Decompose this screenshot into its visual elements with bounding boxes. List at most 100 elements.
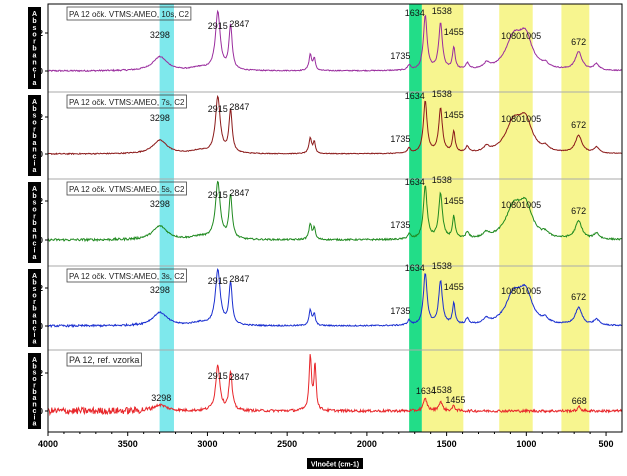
y-axis-label-letter: n: [32, 402, 36, 409]
series-name-box: PA 12 očk. VTMS:AMEO, 7s, C2: [66, 94, 187, 109]
peak-label: 1634: [416, 386, 436, 396]
peak-label: 1455: [444, 27, 464, 37]
peak-label: 3298: [151, 393, 171, 403]
y-axis-label-letter: i: [34, 160, 36, 167]
peak-label: 2847: [229, 19, 249, 29]
highlight-band-3: [499, 4, 533, 432]
peak-label: 3298: [150, 199, 170, 209]
peak-label: 1634: [405, 263, 425, 273]
x-axis-label-bar: [307, 458, 363, 469]
y-axis-label-letter: n: [32, 319, 36, 326]
peak-label: 1455: [444, 196, 464, 206]
y-axis-label-letter: c: [33, 408, 37, 415]
peak-label: 1735: [390, 306, 410, 316]
y-axis-label-letter: a: [33, 227, 37, 234]
y-axis-label-letter: s: [33, 200, 37, 207]
y-axis-label-bar: [28, 95, 41, 176]
series-name: PA 12 očk. VTMS:AMEO, 7s, C2: [69, 98, 185, 107]
series-name-frame: [66, 6, 192, 21]
y-axis-label-bar: [28, 182, 41, 263]
y-axis-label-letter: b: [32, 280, 36, 287]
peak-label: 1005: [521, 31, 541, 41]
y-axis-label-letter: r: [33, 39, 36, 46]
series-line-3: [47, 268, 623, 329]
y-axis-label-letter: b: [32, 220, 36, 227]
highlight-band-1: [409, 4, 422, 432]
peak-label: 2915: [208, 276, 228, 286]
y-axis-label-letter: b: [32, 18, 36, 25]
peak-label: 1080: [501, 286, 521, 296]
axes: 4000 3500 3000 2500 2000 1500 1000 500 Vlnočet (…: [38, 3, 623, 469]
peak-label: 2847: [229, 372, 249, 382]
series-name: PA 12 očk. VTMS:AMEO, 5s, C2: [69, 185, 185, 194]
peak-label: 2847: [229, 102, 249, 112]
peak-label: 1538: [432, 385, 452, 395]
y-axis-label-letter: s: [33, 25, 37, 32]
y-axis-label-letter: s: [33, 286, 37, 293]
x-tick-label: 1000: [516, 439, 536, 449]
y-axis-label-letter: A: [32, 186, 37, 193]
y-axis-label-letter: a: [33, 338, 37, 345]
y-axis-label-letter: a: [33, 167, 37, 174]
x-tick-label: 2500: [277, 439, 297, 449]
peak-label: 1538: [432, 89, 452, 99]
peak-label: 1538: [432, 6, 452, 16]
y-axis-label-letter: b: [32, 389, 36, 396]
y-axis-label-letter: A: [32, 273, 37, 280]
y-axis-label-letter: n: [32, 234, 36, 241]
peak-label: 1455: [444, 110, 464, 120]
y-axis-label-letter: b: [32, 106, 36, 113]
series-line-2: [47, 180, 623, 243]
y-axis-label-letter: n: [32, 59, 36, 66]
series-name-box: PA 12, ref. vzorka: [66, 352, 142, 367]
x-tick-label: 2000: [357, 439, 377, 449]
series-name-box: PA 12 očk. VTMS:AMEO, 5s, C2: [66, 181, 187, 196]
x-tick-label: 3000: [197, 439, 217, 449]
y-axis-label-letter: a: [33, 395, 37, 402]
peak-label: 1080: [501, 31, 521, 41]
y-axis-label-letter: c: [33, 325, 37, 332]
y-axis-label-letter: r: [33, 126, 36, 133]
y-axis-label-letter: i: [34, 247, 36, 254]
y-axis-label-letter: o: [32, 32, 36, 39]
y-axis-label-bar: [28, 7, 41, 89]
peak-label: 1005: [521, 114, 541, 124]
y-axis-label-bar: [28, 269, 41, 347]
peak-label: 1005: [521, 200, 541, 210]
x-axis-label: Vlnočet (cm-1): [311, 462, 359, 469]
x-tick-label: 3500: [118, 439, 138, 449]
y-axis-label-letter: a: [33, 80, 37, 87]
peak-label: 1634: [405, 8, 425, 18]
y-axis-label-letter: b: [32, 363, 36, 370]
peak-label: 2915: [208, 21, 228, 31]
y-axis-label-letter: a: [33, 140, 37, 147]
peak-label: 672: [571, 206, 586, 216]
peak-label: 2915: [208, 190, 228, 200]
series-name: PA 12 očk. VTMS:AMEO, 10s, C2: [69, 10, 189, 19]
x-tick-label: 1500: [437, 439, 457, 449]
peak-label: 668: [572, 396, 587, 406]
y-axis-label-letter: n: [32, 147, 36, 154]
peak-label: 1634: [405, 177, 425, 187]
y-axis-label-letter: s: [33, 370, 37, 377]
peak-label: 1455: [445, 395, 465, 405]
series-name-box: PA 12 očk. VTMS:AMEO, 10s, C2: [66, 6, 192, 21]
peak-label: 2847: [229, 274, 249, 284]
highlight-band-0: [159, 4, 174, 432]
y-axis-label-letter: A: [32, 99, 37, 106]
peak-label: 672: [571, 120, 586, 130]
y-axis-label-letter: o: [32, 119, 36, 126]
peak-label: 672: [571, 37, 586, 47]
series-name-frame: [66, 94, 187, 109]
peak-label: 1735: [390, 51, 410, 61]
y-axis-label-letter: i: [34, 332, 36, 339]
x-tick-label: 500: [599, 439, 614, 449]
y-axis-label-letter: b: [32, 46, 36, 53]
y-axis-label-letter: o: [32, 293, 36, 300]
y-axis-label-letter: b: [32, 306, 36, 313]
